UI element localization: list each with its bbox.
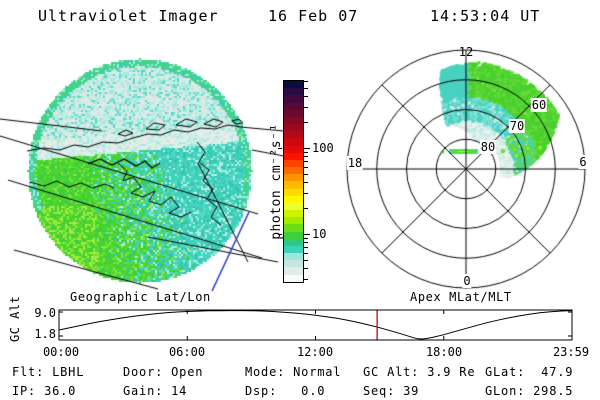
colorbar-minor-tick [304,268,308,269]
colorbar-band [284,95,303,103]
colorbar-minor-tick [304,88,308,89]
status-cell-0-0: Flt: LBHL [12,365,85,379]
colorbar-minor-tick [304,182,308,183]
colorbar [283,80,304,283]
status-cell-1-4: GLon: 298.5 [485,384,574,398]
colorbar-minor-tick [304,193,308,194]
colorbar-band [284,210,303,218]
polar-mlt-label-18: 18 [346,156,364,170]
colorbar-minor-tick [304,174,308,175]
colorbar-band [284,202,303,211]
colorbar-band [284,138,303,146]
colorbar-band [284,274,303,282]
colorbar-major-tick [304,234,310,235]
colorbar-minor-tick [304,81,308,82]
status-cell-1-2: Dsp: 0.0 [245,384,326,398]
colorbar-band [284,109,303,117]
colorbar-band [284,124,303,132]
colorbar-band [284,131,303,139]
status-cell-0-3: GC Alt: 3.9 Re [363,365,476,379]
colorbar-minor-tick [304,247,308,248]
colorbar-band [284,181,303,189]
polar-mlt-label-12: 12 [458,45,474,59]
colorbar-minor-tick [304,122,308,123]
colorbar-band [284,217,303,225]
colorbar-band [284,253,303,261]
strip-xtick-06:00: 06:00 [168,345,206,359]
colorbar-band [284,195,303,203]
header-time: 14:53:04 UT [430,7,541,25]
colorbar-minor-tick [304,208,308,209]
colorbar-minor-tick [304,107,308,108]
colorbar-band [284,167,303,175]
colorbar-minor-tick [304,156,308,157]
strip-xtick-00:00: 00:00 [42,345,80,359]
colorbar-band [284,88,303,96]
polar-mlat-label-70: 70 [508,119,526,133]
colorbar-band [284,145,303,153]
status-cell-0-2: Mode: Normal [245,365,342,379]
status-cell-0-1: Door: Open [123,365,204,379]
colorbar-minor-tick [304,260,308,261]
strip-ytick-top: 9.0 [34,306,56,320]
colorbar-major-tick [304,148,310,149]
colorbar-minor-tick [304,161,308,162]
strip-y-axis-title: GC Alt [8,295,22,342]
colorbar-band [284,267,303,275]
colorbar-major-tick [278,148,282,149]
colorbar-band [284,238,303,246]
colorbar-band [284,81,303,89]
colorbar-minor-tick [304,253,308,254]
colorbar-band [284,245,303,254]
strip-xtick-18:00: 18:00 [425,345,463,359]
polar-panel-caption: Apex MLat/MLT [410,290,512,304]
polar-mlat-label-80: 80 [479,140,497,154]
colorbar-minor-tick [304,96,308,97]
app-title: Ultraviolet Imager [38,7,219,25]
colorbar-band [284,224,303,232]
strip-ytick-bottom: 1.8 [34,327,56,341]
colorbar-axis-label: photon cm⁻²s⁻¹ [269,123,284,240]
strip-xtick-12:00: 12:00 [296,345,334,359]
colorbar-minor-tick [304,152,308,153]
colorbar-band [284,102,303,110]
colorbar-band [284,231,303,239]
colorbar-band [284,174,303,182]
colorbar-minor-tick [304,242,308,243]
status-cell-0-4: GLat: 47.9 [485,365,574,379]
colorbar-major-tick [278,234,282,235]
earth-panel-caption: Geographic Lat/Lon [70,290,211,304]
colorbar-minor-tick [304,167,308,168]
header-date: 16 Feb 07 [268,7,359,25]
status-cell-1-3: Seq: 39 [363,384,420,398]
colorbar-minor-tick [304,279,308,280]
colorbar-band [284,152,303,160]
polar-mlt-label-0: 0 [462,274,472,288]
colorbar-band [284,159,303,168]
polar-mlt-label-6: 6 [578,155,588,169]
colorbar-band [284,116,303,125]
colorbar-band [284,188,303,196]
polar-mlat-label-60: 60 [530,98,548,112]
colorbar-tick-10: 10 [312,227,327,241]
status-cell-1-0: IP: 36.0 [12,384,77,398]
colorbar-tick-100: 100 [312,141,334,155]
status-cell-1-1: Gain: 14 [123,384,188,398]
strip-xtick-23:59: 23:59 [552,345,590,359]
colorbar-minor-tick [304,238,308,239]
colorbar-band [284,260,303,268]
